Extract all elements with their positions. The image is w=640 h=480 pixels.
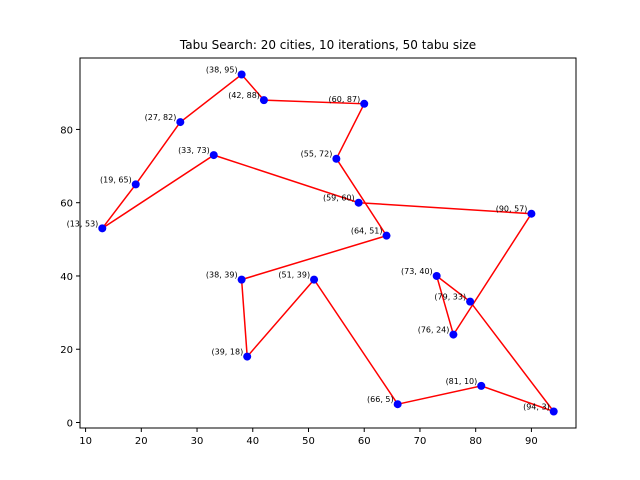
chart-title: Tabu Search: 20 cities, 10 iterations, 5… <box>179 38 476 52</box>
city-label: (27, 82) <box>145 113 177 122</box>
city-point <box>176 118 185 127</box>
x-tick-label: 80 <box>469 436 482 447</box>
y-tick-label: 0 <box>67 419 73 430</box>
y-tick-label: 80 <box>60 125 73 136</box>
city-point <box>360 99 369 108</box>
city-label: (76, 24) <box>418 326 450 335</box>
city-point <box>310 275 319 284</box>
city-label: (94, 3) <box>523 403 550 412</box>
x-tick-label: 90 <box>525 436 538 447</box>
city-label: (33, 73) <box>178 146 210 155</box>
city-label: (19, 65) <box>100 175 132 184</box>
x-tick-label: 10 <box>79 436 92 447</box>
y-tick-label: 60 <box>60 199 73 210</box>
city-label: (13, 53) <box>67 219 99 228</box>
city-points <box>98 70 558 416</box>
city-point <box>237 70 246 79</box>
city-point <box>259 96 268 105</box>
city-label: (38, 39) <box>206 271 238 280</box>
city-point <box>393 400 402 409</box>
city-label: (60, 87) <box>329 95 361 104</box>
city-label: (90, 57) <box>496 205 528 214</box>
city-point <box>237 275 246 284</box>
city-point <box>354 198 363 207</box>
tour-path <box>101 73 556 414</box>
city-point <box>449 330 458 339</box>
x-tick-label: 30 <box>191 436 204 447</box>
x-tick-label: 70 <box>414 436 427 447</box>
city-labels: (13, 53) (19, 65) (27, 82) (38, 95) (42, 88)… <box>67 65 550 411</box>
x-axis: 10 20 30 40 50 60 70 80 90 <box>79 428 538 447</box>
city-point <box>527 209 536 218</box>
city-point <box>477 381 486 390</box>
city-point <box>209 151 218 160</box>
city-point <box>98 224 107 233</box>
y-axis: 0 20 40 60 80 <box>60 125 80 430</box>
city-label: (79, 33) <box>434 293 466 302</box>
city-label: (64, 51) <box>351 227 383 236</box>
city-label: (55, 72) <box>301 150 333 159</box>
city-label: (59, 60) <box>323 194 355 203</box>
city-point <box>466 297 475 306</box>
city-point <box>131 180 140 189</box>
city-label: (38, 95) <box>206 65 238 74</box>
y-tick-label: 20 <box>60 345 73 356</box>
city-label: (81, 10) <box>446 377 478 386</box>
city-point <box>332 154 341 163</box>
city-point <box>432 271 441 280</box>
city-point <box>549 407 558 416</box>
city-point <box>243 352 252 361</box>
city-label: (39, 18) <box>212 348 244 357</box>
city-label: (66, 5) <box>367 395 394 404</box>
x-tick-label: 60 <box>358 436 371 447</box>
x-tick-label: 40 <box>246 436 259 447</box>
x-tick-label: 20 <box>135 436 148 447</box>
axes-frame <box>79 57 577 429</box>
x-tick-label: 50 <box>302 436 315 447</box>
city-label: (42, 88) <box>228 91 260 100</box>
city-label: (51, 39) <box>278 271 310 280</box>
plot-area: (13, 53) (19, 65) (27, 82) (38, 95) (42, 88)… <box>67 57 577 429</box>
city-label: (73, 40) <box>401 267 433 276</box>
y-tick-label: 40 <box>60 272 73 283</box>
city-point <box>382 231 391 240</box>
tour-lines <box>101 73 556 414</box>
